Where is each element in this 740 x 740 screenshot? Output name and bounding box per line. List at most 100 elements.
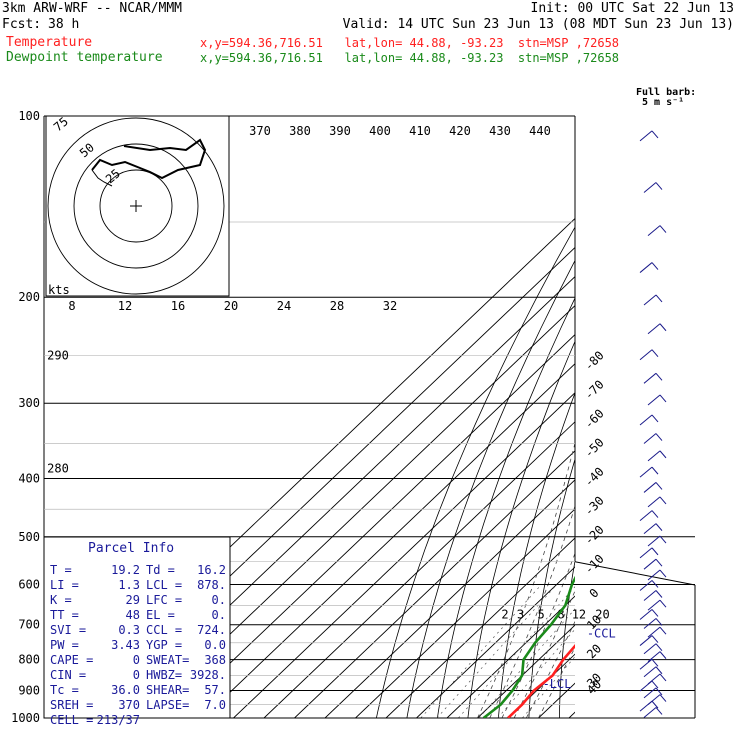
mixing-ratio-label: 20 [595, 608, 609, 622]
barb-staff [643, 590, 657, 601]
temperature-station-info: x,y=594.36,716.51 lat,lon= 44.88, -93.23… [200, 36, 620, 50]
barb-staff [639, 349, 653, 361]
barb-staff [647, 394, 661, 406]
barb-staff [647, 599, 661, 611]
isotherm-line [446, 595, 575, 718]
wind-barb [639, 580, 659, 591]
parcel-row-label: K = [50, 593, 72, 607]
barb-staff [643, 707, 657, 718]
pressure-labels: 100 200 300 400 500 600 700 800 900 1000 [11, 109, 40, 725]
wind-barb [639, 547, 659, 559]
parcel-row-value: 213/37 [97, 713, 140, 727]
mixing-ratio-label: 2 [501, 608, 508, 622]
barb-staff [639, 510, 653, 521]
ccl-marker: -CCL [587, 627, 616, 641]
barb-staff [639, 466, 653, 478]
forecast-label: Fcst: [2, 17, 42, 32]
barb-staff [643, 558, 657, 570]
hodograph-tick: 20 [224, 299, 238, 313]
wind-barb [647, 626, 667, 638]
pressure-label: 800 [18, 653, 40, 667]
barb-flag [655, 590, 663, 598]
wind-barb [643, 618, 663, 629]
barb-staff [643, 372, 657, 384]
theta-label: 370 [249, 124, 271, 138]
parcel-row-value: 368 [204, 653, 226, 667]
moist-adiabat [501, 552, 575, 718]
parcel-row-label: TT = [50, 608, 79, 622]
barb-flag [655, 433, 663, 441]
wind-barb [647, 496, 667, 508]
temperature-tick-label: -50 [582, 435, 607, 460]
barb-flag [651, 349, 659, 358]
parcel-row-label: HWBZ= [146, 668, 182, 682]
barb-staff [643, 523, 657, 535]
wind-barb [639, 466, 659, 478]
isotherm-line [355, 508, 575, 718]
isotherm-line [172, 334, 575, 718]
barb-staff [639, 700, 653, 712]
hodograph-tick: 12 [118, 299, 132, 313]
barb-flag [651, 635, 659, 643]
wind-barb [647, 394, 667, 406]
barb-scale-units: 5 m s⁻¹ [642, 97, 685, 108]
barb-flag [651, 510, 659, 518]
moist-adiabat [489, 504, 575, 718]
hodograph-tick: 28 [330, 299, 344, 313]
mixing-ratio-label: 8 [557, 608, 564, 622]
theta-label: 440 [529, 124, 551, 138]
isotherm-line [507, 653, 575, 718]
parcel-row-label: LFC = [146, 593, 182, 607]
mixing-ratio-labels: 2 3 5 8 12 20-CCL-LCL [501, 608, 615, 691]
barb-staff [639, 609, 653, 620]
barb-staff [647, 535, 661, 547]
parcel-row-value: 19.2 [111, 563, 140, 577]
parcel-row-label: YGP = [146, 638, 182, 652]
barb-flag [651, 262, 659, 270]
wind-barb [639, 658, 659, 670]
wind-barb [643, 558, 663, 570]
pressure-label: 100 [18, 109, 40, 123]
wind-barb [639, 680, 659, 692]
isotherm-line [141, 304, 575, 718]
mixing-ratio-label: 3 [517, 608, 524, 622]
hodograph-trace [91, 138, 207, 180]
barb-flag [655, 182, 663, 190]
temperature-tick-label: -70 [582, 377, 607, 402]
theta-left-label: 280 [47, 461, 69, 475]
barb-flag [655, 558, 663, 567]
forecast-hours: 38 h [48, 17, 80, 32]
dry-adiabat [703, 116, 740, 718]
parcel-row-value: 0.0 [204, 638, 226, 652]
mixing-ratio-line [522, 656, 575, 718]
dry-adiabat [406, 259, 575, 718]
isotherm-line [538, 682, 575, 718]
dry-adiabat [437, 297, 575, 718]
barb-flag [651, 609, 659, 617]
wind-barb [647, 323, 667, 335]
dewpoint-station-info: x,y=594.36,716.51 lat,lon= 44.88, -93.23… [200, 51, 620, 65]
barb-flag [651, 700, 659, 709]
temperature-tick-label: -80 [582, 348, 607, 373]
barb-flag [651, 658, 659, 667]
theta-label: 390 [329, 124, 351, 138]
parcel-box-frame [43, 536, 231, 719]
barb-staff [647, 569, 661, 581]
barb-flag [659, 673, 667, 682]
barb-flag [659, 323, 667, 332]
pressure-label: 1000 [11, 711, 40, 725]
barb-flag [655, 294, 663, 303]
plot-right-border-lower [574, 561, 696, 586]
moist-adiabat [513, 589, 575, 718]
wind-barb [643, 182, 663, 193]
isotherm-line [416, 566, 575, 718]
parcel-row-value: 878. [197, 578, 226, 592]
parcel-row-label: Td = [146, 563, 175, 577]
dry-adiabat [676, 116, 740, 718]
pressure-label: 600 [18, 577, 40, 591]
barb-staff [639, 547, 653, 559]
parcel-row-label: LCL = [146, 578, 182, 592]
parcel-row-value: 3928. [190, 668, 226, 682]
